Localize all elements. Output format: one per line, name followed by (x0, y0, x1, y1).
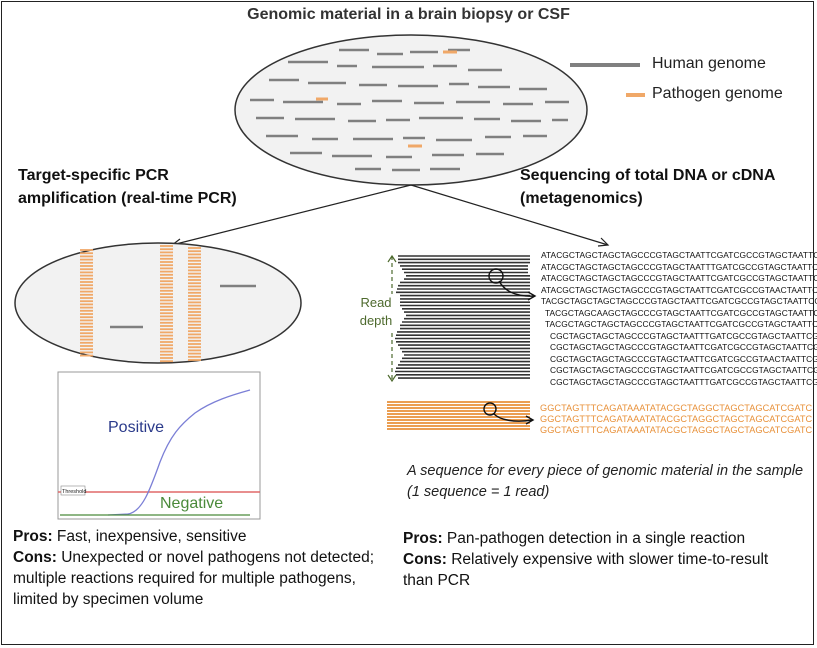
human-read-sequence: ATACGCTAGCTAGCTAGCCCGTAGCTAATTCGATCGCCGT… (541, 250, 817, 260)
pathogen-read-sequence: GGCTAGTTTCAGATAAATATACGCTAGGCTAGCTAGCATC… (540, 414, 813, 424)
human-read-stack (395, 255, 530, 379)
chart-plot-area (57, 371, 261, 520)
human-read-sequence: TACGCTAGCTAGCTAGCCCGTAGCTAATTCGATCGCCGTA… (545, 319, 817, 329)
pcr-amplicons (80, 245, 201, 363)
pcr-heading-line1: Target-specific PCR (18, 167, 169, 184)
seq-cons-text: Relatively expensive with slower time-to… (403, 551, 769, 589)
human-read-sequence: CGCTAGCTAGCTAGCCCGTAGCTAATTTGATCGCCGTAGC… (550, 330, 817, 341)
pcr-pros: Pros: Fast, inexpensive, sensitive (13, 526, 393, 547)
sequence-caption: A sequence for every piece of genomic ma… (407, 463, 804, 500)
seq-pros: Pros: Pan-pathogen detection in a single… (403, 528, 795, 549)
pcr-cons: Cons: Unexpected or novel pathogens not … (13, 547, 393, 610)
seq-pros-label: Pros: (403, 530, 443, 547)
arrow-to-seq (410, 184, 609, 246)
pathogen-zoom-arrow (493, 413, 533, 422)
read-zoom-arrow-head (527, 291, 537, 301)
human-read-sequence: TACGCTAGCAAGCTAGCCCGTAGCTAATTCGATCGCCGTA… (545, 307, 817, 318)
seq-pros-cons: Pros: Pan-pathogen detection in a single… (403, 528, 795, 591)
read-depth-arrow-bottom (387, 374, 397, 383)
human-read-sequence: ATACGCTAGCTAGCTAGCCCGTAGCTAATTCGATCGCCGT… (541, 284, 817, 295)
human-read-sequence: ATACGCTAGCTAGCTAGCCCGTAGCTAATTTGATCGCCGT… (541, 261, 817, 272)
threshold-label-box (60, 485, 86, 496)
read-depth-label-line2: depth (359, 313, 393, 328)
pathogen-read-sequence: GGCTAGTTTCAGATAAATATACGCTAGGCTAGCTAGCATC… (540, 425, 813, 435)
human-read-sequence: CGCTAGCTAGCTAGCCCGTAGCTAATTCGATCGCCGTAGC… (550, 342, 817, 352)
read-zoom-arrow (498, 280, 535, 297)
pcr-cons-label: Cons: (13, 549, 57, 566)
seq-cons: Cons: Relatively expensive with slower t… (403, 549, 795, 591)
pcr-heading-line2: amplification (real-time PCR) (18, 190, 237, 207)
legend-human-label: Human genome (652, 55, 766, 72)
legend-pathogen-label: Pathogen genome (652, 85, 783, 102)
sample-fragments (250, 48, 569, 172)
pcr-pros-text: Fast, inexpensive, sensitive (52, 528, 247, 545)
seq-pros-text: Pan-pathogen detection in a single react… (442, 530, 746, 547)
page-title: Genomic material in a brain biopsy or CS… (247, 6, 570, 23)
seq-heading-line1: Sequencing of total DNA or cDNA (520, 167, 776, 184)
positive-label: Positive (108, 419, 164, 436)
human-read-sequence: CGCTAGCTAGCTAGCCCGTAGCTAATTCGATCGCCGTAGC… (550, 365, 817, 375)
human-read-sequence: CGCTAGCTAGCTAGCCCGTAGCTAATTTGATCGCCGTAGC… (550, 376, 817, 387)
read-depth-label-line1: Read (360, 295, 392, 310)
pcr-cons-text: Unexpected or novel pathogens not detect… (13, 549, 375, 608)
pcr-pros-label: Pros: (13, 528, 53, 545)
seq-cons-label: Cons: (403, 551, 447, 568)
pathogen-zoom-arrow-head (525, 415, 535, 425)
read-depth-arrow-top (387, 254, 397, 263)
human-read-sequence: CGCTAGCTAGCTAGCCCGTAGCTAATTCGATCGCCGTAAC… (550, 353, 817, 364)
pathogen-read-sequence: GGCTAGTTTCAGATAAATATACGCTAGGCTAGCTAGCATC… (540, 403, 813, 413)
pathogen-read-stack (387, 401, 530, 430)
pcr-ellipse (14, 242, 302, 364)
seq-heading-line2: (metagenomics) (520, 190, 643, 207)
arrow-to-pcr (171, 184, 412, 246)
amplification-chart: Threshold Positive Negative (57, 371, 261, 520)
human-read-sequence: TACGCTAGCTAGCTAGCCCGTAGCTAATTCGATCGCCGTA… (541, 296, 817, 306)
pcr-pros-cons: Pros: Fast, inexpensive, sensitive Cons:… (13, 526, 393, 610)
negative-label: Negative (160, 495, 223, 512)
arrow-to-seq-head (597, 237, 610, 247)
read-depth-label: Read depth (352, 294, 400, 330)
sample-ellipse (234, 34, 588, 186)
pathogen-zoom-circle (483, 402, 497, 416)
positive-curve (107, 389, 251, 516)
read-zoom-circle (488, 268, 504, 284)
threshold-label: Threshold (62, 489, 86, 495)
human-read-sequence: ATACGCTAGCTAGCTAGCCCGTAGCTAATTCGATCGCCGT… (541, 273, 817, 283)
